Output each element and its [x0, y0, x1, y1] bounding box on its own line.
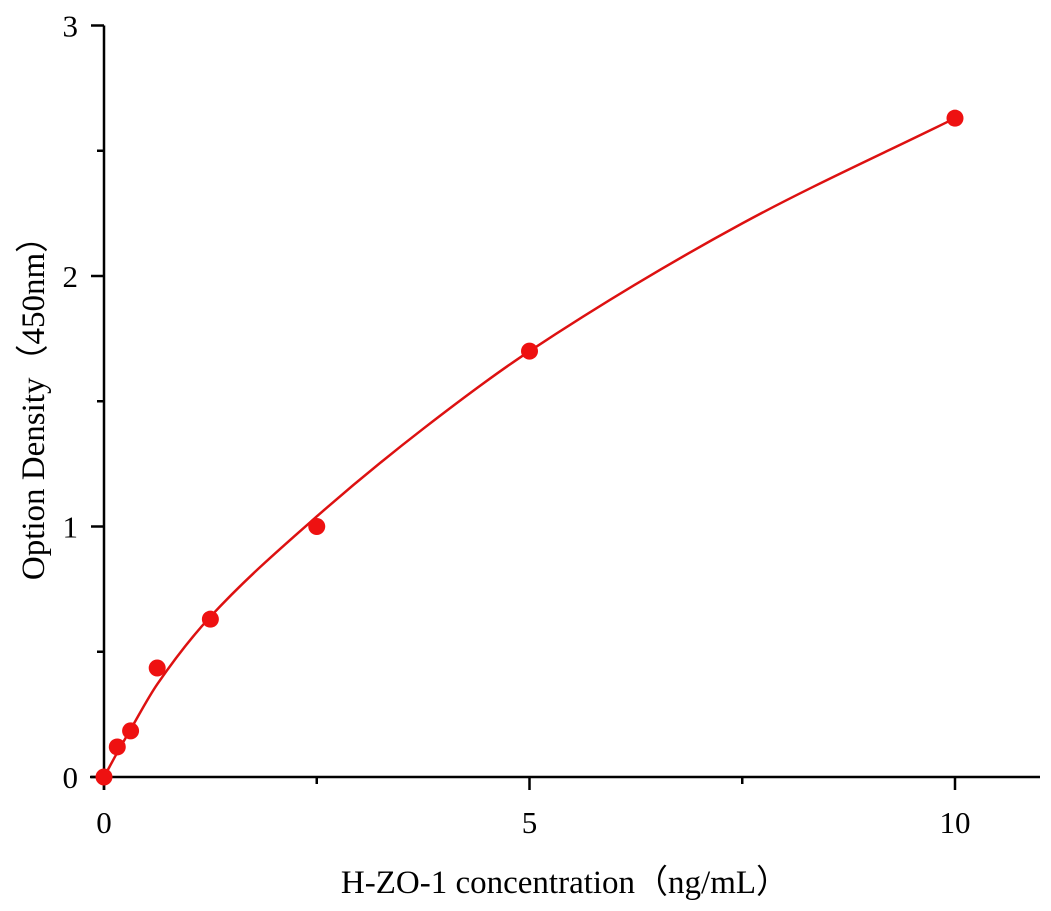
y-tick-label: 2: [63, 259, 79, 294]
y-tick-label: 0: [63, 760, 79, 795]
tick-labels: 0 5 10 0 1 2 3: [63, 9, 971, 841]
y-tick-label: 1: [63, 510, 79, 545]
fit-curve: [102, 117, 956, 778]
data-point: [148, 659, 166, 677]
y-tick-label: 3: [63, 9, 79, 44]
data-point: [521, 342, 538, 360]
x-tick-label: 5: [522, 805, 538, 840]
data-point: [108, 738, 126, 756]
x-tick-label: 0: [96, 805, 112, 840]
x-axis-title: H-ZO-1 concentration（ng/mL）: [341, 865, 789, 901]
data-point: [122, 722, 140, 740]
data-point: [308, 518, 326, 535]
axes: [90, 24, 1040, 790]
data-points: [95, 109, 964, 786]
data-point: [946, 109, 964, 127]
data-point: [95, 768, 113, 786]
y-axis-title: Option Density（450nm）: [16, 220, 52, 580]
data-point: [201, 610, 219, 628]
x-tick-label: 10: [940, 805, 971, 840]
